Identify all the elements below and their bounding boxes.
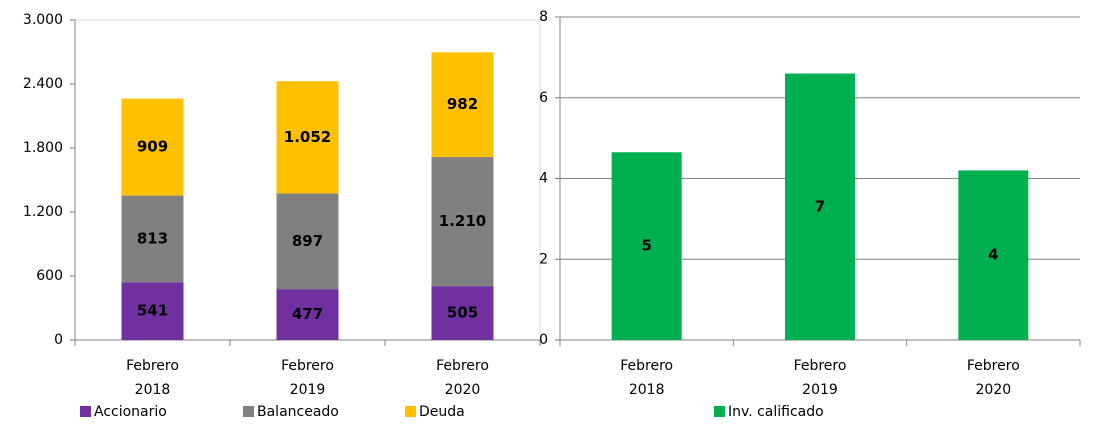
data-label: 909: [137, 138, 168, 156]
data-label: 477: [292, 305, 323, 323]
x-tick-label-line: 2018: [629, 382, 665, 398]
x-tick-label-line: Febrero: [967, 358, 1020, 374]
y-tick-label: 1.800: [23, 140, 63, 156]
bar: [431, 157, 494, 287]
bar: [121, 195, 184, 283]
data-label: 541: [137, 302, 168, 320]
x-tick-label-line: Febrero: [281, 358, 334, 374]
bar: [121, 282, 184, 340]
x-tick-label-line: Febrero: [794, 358, 847, 374]
legend-swatch: [714, 406, 725, 417]
data-label: 1.210: [439, 212, 486, 230]
bar: [276, 289, 339, 340]
legend-label: Balanceado: [257, 404, 339, 420]
bar: [276, 193, 339, 290]
x-tick-label: Febrero 2020: [967, 358, 1020, 398]
legend-swatch: [80, 406, 91, 417]
x-tick-label: Febrero 2019: [794, 358, 847, 398]
data-label: 505: [447, 304, 478, 322]
bar: [121, 98, 184, 196]
y-tick-label: 2.400: [23, 76, 63, 92]
y-tick-label: 0: [54, 332, 63, 348]
bar: [611, 152, 682, 340]
y-tick-label: 6: [539, 90, 548, 106]
x-tick-label-line: 2020: [976, 382, 1012, 398]
x-tick-label: Febrero 2019: [281, 358, 334, 398]
bar: [785, 73, 855, 341]
data-label: 982: [447, 95, 478, 113]
x-tick-label-line: Febrero: [126, 358, 179, 374]
bar: [431, 286, 494, 340]
legend-label: Inv. calificado: [728, 404, 824, 420]
x-tick-label-line: 2018: [135, 382, 171, 398]
x-tick-label-line: 2019: [802, 382, 838, 398]
x-tick-label: Febrero 2020: [436, 358, 489, 398]
legend-label: Deuda: [419, 404, 465, 420]
bar: [276, 81, 339, 194]
y-tick-label: 600: [36, 268, 63, 284]
x-tick-label-line: 2020: [445, 382, 481, 398]
data-label: 897: [292, 232, 323, 250]
x-tick-label-line: Febrero: [620, 358, 673, 374]
y-tick-label: 1.200: [23, 204, 63, 220]
legend-swatch: [243, 406, 254, 417]
x-tick-label: Febrero 2018: [126, 358, 179, 398]
x-tick-label-line: Febrero: [436, 358, 489, 374]
bar: [958, 170, 1029, 340]
x-tick-label: Febrero 2018: [620, 358, 673, 398]
x-tick-label-line: 2019: [290, 382, 326, 398]
y-tick-label: 8: [539, 9, 548, 25]
data-label: 813: [137, 229, 168, 247]
bar: [431, 52, 494, 158]
y-tick-label: 2: [539, 251, 548, 267]
y-tick-label: 4: [539, 171, 548, 187]
data-label: 7: [815, 197, 825, 215]
data-label: 5: [641, 237, 651, 255]
legend-label: Accionario: [94, 404, 167, 420]
data-label: 1.052: [284, 128, 331, 146]
y-tick-label: 0: [539, 332, 548, 348]
legend-swatch: [405, 406, 416, 417]
y-tick-label: 3.000: [23, 12, 63, 28]
data-label: 4: [988, 246, 998, 264]
